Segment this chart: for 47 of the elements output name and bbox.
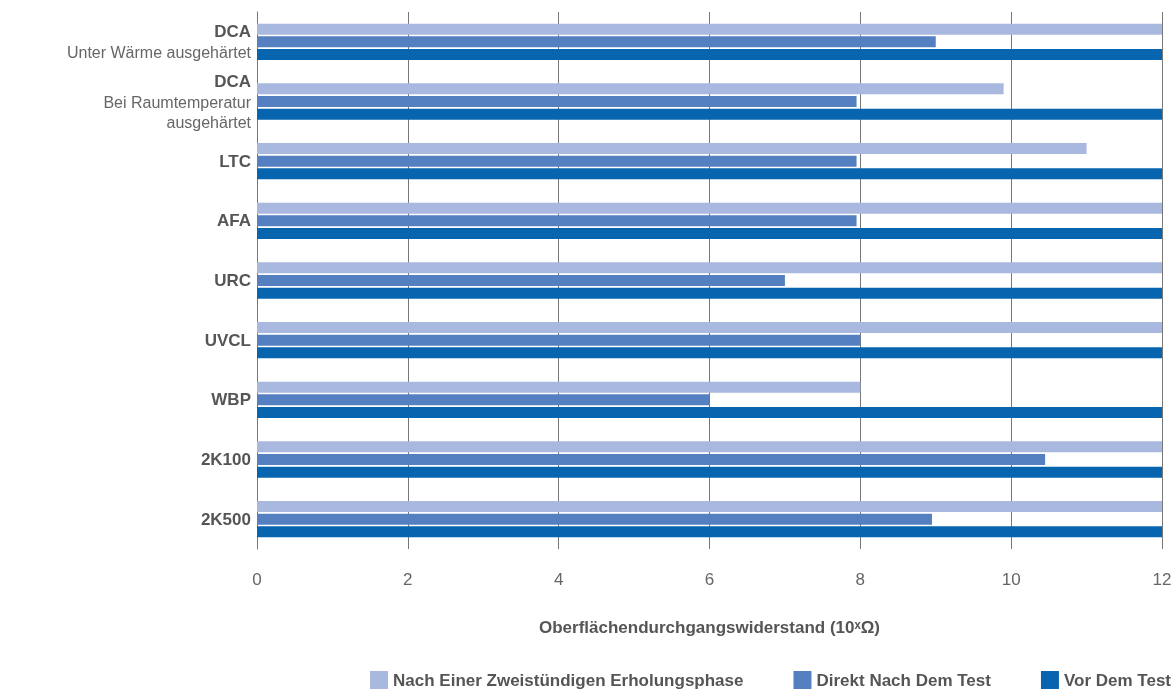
y-tick-label: 2K100: [200, 450, 251, 469]
bar: [257, 287, 1162, 299]
bar: [257, 501, 1162, 513]
bar: [257, 275, 785, 286]
bar: [257, 394, 710, 406]
y-tick-label: 2K500: [200, 509, 251, 529]
bar: [257, 406, 1162, 418]
bar: [257, 168, 1162, 180]
x-tick-label: 6: [704, 570, 715, 589]
y-tick-label: LTC: [219, 151, 251, 171]
bar: [257, 466, 1162, 478]
y-tick-label: DCA Unter Wärme ausgehärtet: [66, 22, 252, 62]
bar: [257, 143, 1087, 155]
bar: [257, 441, 1162, 453]
bar: [257, 155, 857, 167]
bar: [257, 526, 1162, 538]
bar: [257, 454, 1046, 465]
y-tick-label: WBP: [211, 390, 251, 410]
bar: [257, 36, 936, 48]
y-tick-label: DCA Bei Raumtemperatur ausgehärtet: [103, 72, 252, 131]
bar: [257, 48, 1162, 60]
bar: [257, 513, 932, 525]
legend-label: Vor Dem Test: [1063, 670, 1172, 690]
y-tick-label: AFA: [217, 211, 251, 231]
bar: [257, 83, 1004, 95]
bar: [257, 381, 861, 393]
x-axis-title: Oberflächendurchgangswiderstand (10ˣΩ): [538, 618, 881, 637]
x-tick-label: 10: [1001, 570, 1021, 589]
y-tick-label: URC: [214, 271, 251, 290]
x-tick-label: 2: [403, 570, 413, 589]
legend-label: Nach Einer Zweistündigen Erholungsphase: [393, 670, 744, 690]
x-tick-label: 8: [855, 570, 866, 589]
x-tick-label: 4: [553, 570, 564, 589]
bar: [257, 262, 1162, 274]
x-tick-label: 12: [1152, 570, 1172, 589]
legend-label: Direkt Nach Dem Test: [816, 670, 992, 690]
bar: [257, 108, 1162, 120]
x-tick-label: 0: [252, 570, 262, 589]
bar: [257, 347, 1162, 359]
bar: [257, 215, 857, 227]
bar: [257, 202, 1162, 214]
y-tick-label: UVCL: [204, 330, 251, 350]
bar: [257, 96, 857, 107]
bar: [257, 23, 1162, 35]
bar: [257, 334, 861, 346]
bar: [257, 322, 1162, 334]
bar: [257, 227, 1162, 239]
